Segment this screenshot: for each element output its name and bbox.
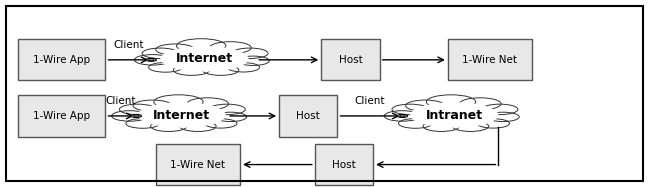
FancyBboxPatch shape (156, 144, 240, 185)
Text: Client: Client (113, 40, 143, 50)
FancyBboxPatch shape (18, 95, 105, 137)
FancyBboxPatch shape (18, 39, 105, 80)
Circle shape (204, 119, 237, 128)
Text: Host: Host (339, 55, 362, 65)
Circle shape (133, 100, 172, 111)
Text: Client: Client (355, 96, 385, 106)
FancyBboxPatch shape (315, 144, 373, 185)
Circle shape (187, 98, 228, 110)
Circle shape (177, 39, 226, 53)
Circle shape (149, 62, 182, 72)
Circle shape (227, 63, 260, 72)
Circle shape (232, 48, 268, 59)
Circle shape (146, 58, 156, 61)
Circle shape (202, 65, 239, 75)
Circle shape (410, 102, 498, 128)
Text: 1-Wire Net: 1-Wire Net (463, 55, 517, 65)
Text: Host: Host (332, 160, 356, 170)
Circle shape (180, 121, 216, 131)
Circle shape (149, 59, 154, 61)
Circle shape (214, 112, 247, 122)
FancyBboxPatch shape (448, 39, 532, 80)
FancyBboxPatch shape (279, 95, 337, 137)
Circle shape (209, 104, 245, 115)
Circle shape (384, 111, 421, 121)
Circle shape (426, 95, 476, 109)
Text: 1-Wire App: 1-Wire App (33, 55, 90, 65)
Circle shape (400, 115, 405, 117)
Circle shape (173, 65, 210, 75)
Circle shape (477, 119, 509, 128)
Circle shape (126, 119, 160, 128)
Circle shape (160, 46, 249, 72)
Circle shape (142, 48, 178, 59)
FancyBboxPatch shape (321, 39, 380, 80)
Circle shape (237, 56, 269, 65)
Circle shape (210, 42, 251, 54)
Circle shape (151, 121, 187, 131)
Circle shape (452, 121, 489, 131)
Circle shape (487, 112, 519, 122)
Text: 1-Wire Net: 1-Wire Net (171, 160, 225, 170)
Text: Internet: Internet (153, 108, 210, 122)
Circle shape (119, 104, 156, 115)
Circle shape (398, 119, 432, 128)
Circle shape (423, 121, 459, 131)
Circle shape (154, 95, 203, 109)
Circle shape (156, 44, 195, 55)
Circle shape (112, 111, 148, 121)
Circle shape (459, 98, 501, 110)
Circle shape (134, 55, 171, 65)
Circle shape (397, 114, 408, 117)
Text: Intranet: Intranet (426, 108, 483, 122)
Circle shape (406, 100, 445, 111)
Circle shape (131, 114, 141, 117)
Circle shape (482, 104, 518, 115)
Text: Host: Host (297, 111, 320, 121)
Circle shape (138, 102, 226, 128)
Text: 1-Wire App: 1-Wire App (33, 111, 90, 121)
Text: Client: Client (106, 96, 136, 106)
Circle shape (392, 104, 428, 115)
Text: Internet: Internet (176, 52, 233, 65)
Circle shape (134, 115, 139, 117)
